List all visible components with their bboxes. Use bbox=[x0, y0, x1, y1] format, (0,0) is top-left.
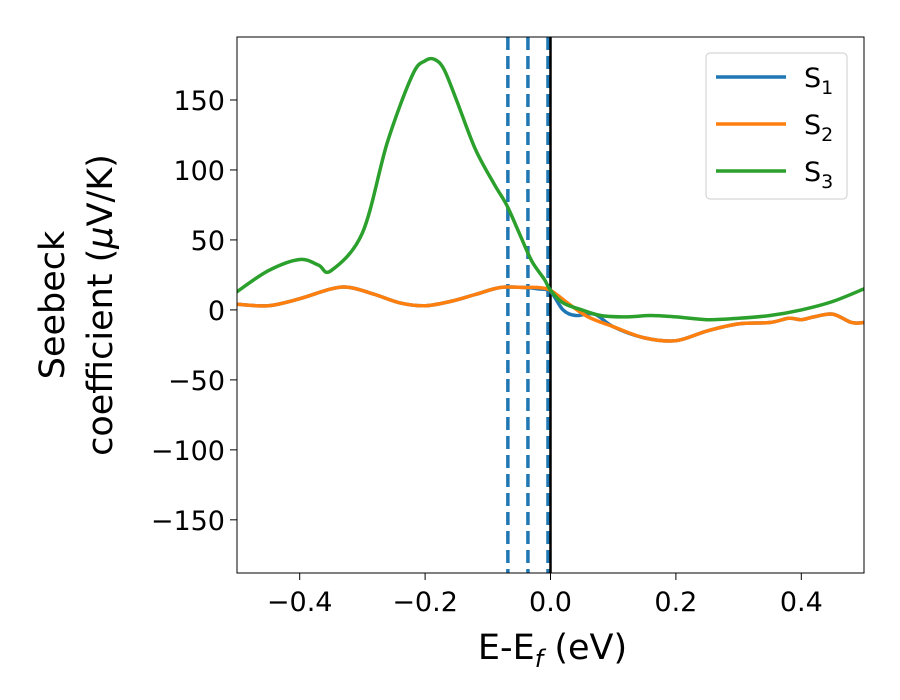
legend-label-s1: S1 bbox=[804, 63, 833, 99]
y-tick-label: −150 bbox=[151, 506, 225, 537]
legend-box bbox=[705, 52, 848, 200]
series-line-s3 bbox=[237, 56, 864, 322]
y-tick-label: −100 bbox=[151, 436, 225, 467]
series-line-s2 bbox=[237, 285, 864, 343]
x-tick-label: 0.2 bbox=[654, 587, 697, 618]
y-tick-label: 0 bbox=[208, 296, 225, 327]
series-lines bbox=[237, 56, 864, 343]
x-axis-ticks: −0.4 −0.2 0.0 0.2 0.4 bbox=[267, 573, 823, 618]
y-tick-label: −50 bbox=[168, 366, 225, 397]
x-tick-label: −0.2 bbox=[392, 587, 458, 618]
vertical-lines bbox=[506, 37, 552, 573]
y-tick-label: 50 bbox=[191, 226, 225, 257]
y-tick-label: 150 bbox=[173, 86, 225, 117]
legend-label-s3: S3 bbox=[804, 157, 833, 193]
y-axis-ticks: −150 −100 −50 0 50 100 150 bbox=[151, 86, 237, 537]
legend: S1 S2 S3 bbox=[705, 52, 848, 200]
y-axis-label-line2: coefficient (μV/K) bbox=[81, 154, 121, 456]
y-axis-label-line1: Seebeck bbox=[33, 230, 73, 379]
x-tick-label: 0.4 bbox=[780, 587, 823, 618]
y-axis-label: Seebeck coefficient (μV/K) bbox=[33, 154, 121, 456]
x-tick-label: 0.0 bbox=[529, 587, 572, 618]
x-axis-label: E-Ef (eV) bbox=[478, 628, 627, 673]
legend-label-s2: S2 bbox=[804, 110, 833, 146]
x-tick-label: −0.4 bbox=[267, 587, 333, 618]
y-tick-label: 100 bbox=[173, 156, 225, 187]
